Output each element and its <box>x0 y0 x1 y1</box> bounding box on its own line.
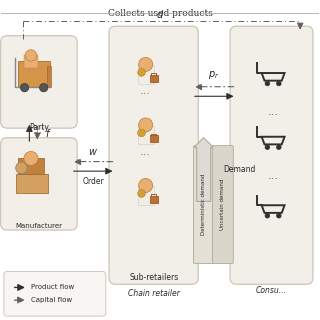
Circle shape <box>16 162 27 174</box>
Polygon shape <box>194 138 213 201</box>
Text: Party: Party <box>29 123 49 132</box>
Circle shape <box>24 151 38 165</box>
Bar <box>138 125 154 144</box>
Bar <box>47 66 51 87</box>
Text: Deterministic demand: Deterministic demand <box>201 174 206 235</box>
Bar <box>138 186 154 204</box>
Text: ...: ... <box>140 147 151 157</box>
Text: Collects used products: Collects used products <box>108 9 212 18</box>
Text: ...: ... <box>268 107 278 117</box>
Text: Product flow: Product flow <box>31 284 74 291</box>
Text: Demand: Demand <box>224 165 256 174</box>
Circle shape <box>138 190 145 197</box>
Bar <box>138 65 154 84</box>
Circle shape <box>265 81 270 86</box>
FancyBboxPatch shape <box>1 36 77 128</box>
Text: $w$: $w$ <box>88 147 98 157</box>
FancyBboxPatch shape <box>212 146 233 264</box>
Bar <box>24 55 38 68</box>
FancyBboxPatch shape <box>4 271 106 316</box>
Text: Sub-retailers: Sub-retailers <box>129 273 178 282</box>
Text: Chain retailer: Chain retailer <box>128 289 180 298</box>
Circle shape <box>276 213 281 218</box>
Bar <box>150 196 158 203</box>
FancyBboxPatch shape <box>194 146 214 264</box>
Bar <box>18 158 44 174</box>
FancyBboxPatch shape <box>230 26 313 284</box>
Text: ...: ... <box>140 86 151 97</box>
Circle shape <box>276 81 281 86</box>
Circle shape <box>139 179 153 193</box>
Bar <box>150 135 158 142</box>
Circle shape <box>276 145 281 149</box>
Circle shape <box>40 84 48 92</box>
Circle shape <box>139 57 153 71</box>
Text: ...: ... <box>268 171 278 181</box>
Text: $f$: $f$ <box>45 127 51 139</box>
Text: Consu...: Consu... <box>256 286 287 295</box>
Circle shape <box>139 118 153 132</box>
Text: Uncertain demand: Uncertain demand <box>220 179 225 230</box>
Circle shape <box>25 50 37 61</box>
Circle shape <box>20 84 29 92</box>
Circle shape <box>138 68 145 76</box>
Text: Manufacturer: Manufacturer <box>15 223 62 229</box>
Circle shape <box>138 129 145 137</box>
Bar <box>150 75 158 82</box>
Circle shape <box>265 213 270 218</box>
Text: $p_r$: $p_r$ <box>209 69 220 81</box>
FancyBboxPatch shape <box>1 138 77 230</box>
Text: Capital flow: Capital flow <box>31 297 72 303</box>
Bar <box>16 174 48 194</box>
Bar <box>18 61 50 87</box>
FancyBboxPatch shape <box>109 26 198 284</box>
Text: Order: Order <box>82 177 104 186</box>
Circle shape <box>265 145 270 149</box>
Text: $d$: $d$ <box>156 8 164 20</box>
